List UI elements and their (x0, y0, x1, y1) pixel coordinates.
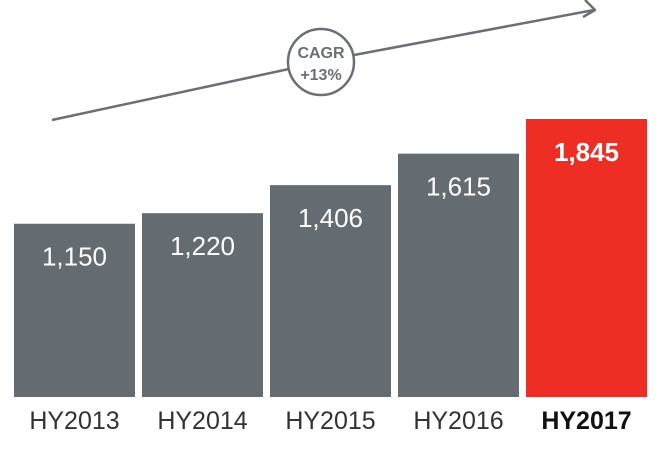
category-label-hy2013: HY2013 (29, 407, 119, 435)
value-label-hy2016: 1,615 (426, 172, 491, 202)
bar-hy2013 (14, 223, 135, 397)
value-label-hy2015: 1,406 (298, 203, 363, 233)
bar-hy2014 (142, 213, 263, 397)
arrowhead-icon (582, 0, 597, 19)
cagr-trend-line-left (51, 67, 290, 122)
value-label-hy2013: 1,150 (42, 242, 107, 272)
cagr-value: +13% (300, 67, 341, 84)
value-label-hy2014: 1,220 (170, 231, 235, 261)
bar-hy2017 (526, 119, 647, 397)
category-label-hy2016: HY2016 (413, 407, 503, 435)
value-label-hy2017: 1,845 (554, 137, 619, 167)
cagr-label: CAGR (297, 45, 345, 62)
category-label-hy2014: HY2014 (157, 407, 247, 435)
category-label-hy2015: HY2015 (285, 407, 375, 435)
bar-hy2015 (270, 185, 391, 397)
bar-hy2016 (398, 153, 519, 397)
cagr-badge-circle (286, 27, 356, 97)
cagr-annotation: CAGR +13% (51, 0, 597, 122)
cagr-trend-line-right (353, 8, 595, 57)
category-label-hy2017: HY2017 (541, 407, 631, 435)
